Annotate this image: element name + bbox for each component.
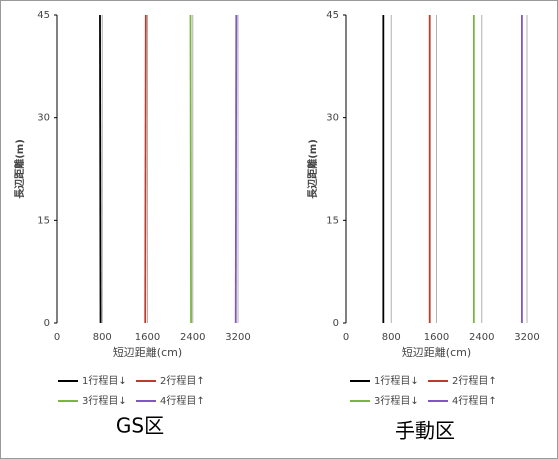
y-tick-label: 30 [326, 113, 339, 124]
series-line [144, 14, 147, 324]
legend-label: 1行程目↓ [82, 374, 127, 387]
x-tick-label: 0 [343, 332, 349, 343]
x-tick-label: 2400 [469, 332, 494, 343]
y-tick-label: 0 [333, 318, 339, 329]
legend-label: 1行程目↓ [374, 374, 419, 387]
x-axis-title: 短辺距離(cm) [402, 345, 471, 359]
y-tick-label: 0 [44, 318, 50, 329]
y-tick-label: 45 [326, 10, 339, 21]
legend-label: 4行程目↑ [452, 394, 497, 407]
series-line [189, 14, 192, 324]
legend-label: 3行程目↓ [82, 394, 127, 407]
y-tick-label: 15 [37, 215, 50, 226]
x-tick-label: 1600 [135, 332, 160, 343]
y-axis-title: 長辺距離(m) [13, 139, 26, 199]
x-tick-label: 1600 [424, 332, 449, 343]
series-line [99, 14, 102, 324]
legend-label: 2行程目↑ [160, 374, 205, 387]
y-tick-label: 15 [326, 215, 339, 226]
x-tick-label: 3200 [225, 332, 250, 343]
x-tick-label: 800 [93, 332, 112, 343]
x-tick-label: 2400 [180, 332, 205, 343]
legend-label: 4行程目↑ [160, 394, 205, 407]
x-tick-label: 800 [382, 332, 401, 343]
y-tick-label: 30 [37, 113, 50, 124]
legend-label: 3行程目↓ [374, 394, 419, 407]
x-tick-label: 3200 [514, 332, 539, 343]
y-axis-title: 長辺距離(m) [306, 139, 319, 199]
chart-title: 手動区 [395, 419, 455, 443]
y-tick-label: 45 [37, 10, 50, 21]
x-axis-title: 短辺距離(cm) [113, 345, 182, 359]
series-line [234, 14, 238, 324]
legend-label: 2行程目↑ [452, 374, 497, 387]
chart-title: GS区 [116, 414, 164, 438]
x-tick-label: 0 [54, 332, 60, 343]
